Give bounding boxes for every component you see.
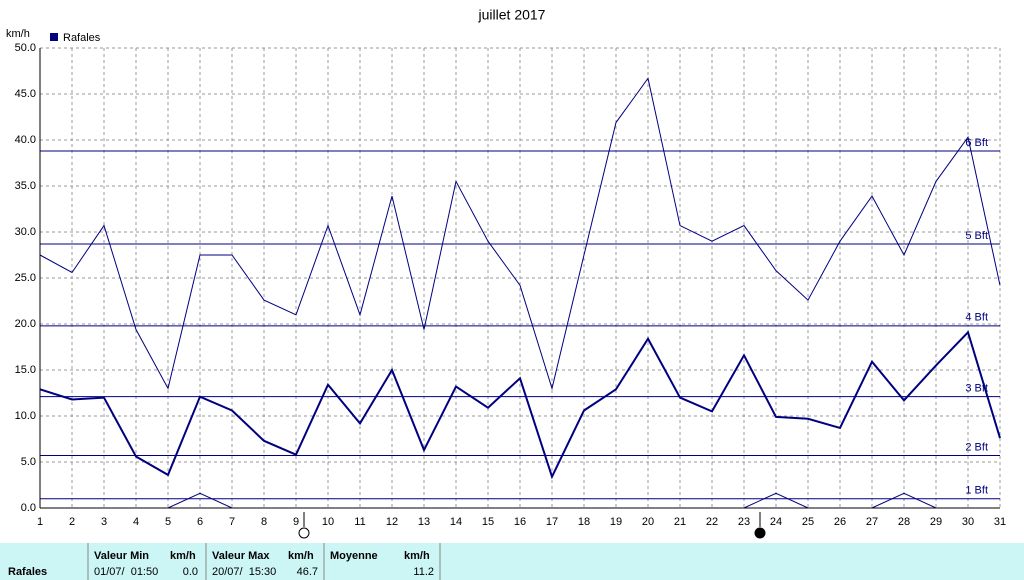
x-tick-label: 16 [514, 516, 526, 528]
reference-label: 6 Bft [965, 137, 988, 149]
x-tick-label: 28 [898, 516, 910, 528]
legend-swatch [50, 33, 58, 41]
x-tick-label: 22 [706, 516, 718, 528]
x-tick-label: 9 [293, 516, 299, 528]
stats-header: km/h [170, 550, 196, 562]
y-tick-label: 35.0 [15, 180, 36, 192]
x-tick-label: 10 [322, 516, 334, 528]
y-tick-label: 40.0 [15, 134, 36, 146]
y-tick-label: 10.0 [15, 410, 36, 422]
stats-header: km/h [288, 550, 314, 562]
x-tick-label: 3 [101, 516, 107, 528]
stats-row-label: Rafales [8, 566, 47, 578]
series-line [39, 330, 1001, 480]
stats-value: 0.0 [183, 566, 198, 578]
legend-label: Rafales [63, 32, 101, 44]
y-tick-label: 15.0 [15, 364, 36, 376]
x-tick-label: 17 [546, 516, 558, 528]
stats-value: 01/07/ 01:50 [94, 566, 158, 578]
x-tick-label: 25 [802, 516, 814, 528]
x-tick-label: 1 [37, 516, 43, 528]
reference-label: 2 Bft [965, 441, 988, 453]
y-tick-label: 25.0 [15, 272, 36, 284]
x-tick-label: 21 [674, 516, 686, 528]
reference-label: 5 Bft [965, 230, 988, 242]
x-tick-label: 8 [261, 516, 267, 528]
stats-header: Moyenne [330, 550, 378, 562]
x-tick-label: 7 [229, 516, 235, 528]
y-axis-label: km/h [6, 28, 30, 40]
x-tick-label: 2 [69, 516, 75, 528]
y-tick-label: 5.0 [21, 456, 36, 468]
x-tick-label: 26 [834, 516, 846, 528]
plot: 0.0 5.0 10.0 15.0 20.0 25.0 30.0 35.0 40.0 45.0 50… [15, 42, 1007, 528]
x-tick-label: 30 [962, 516, 974, 528]
y-tick-label: 45.0 [15, 88, 36, 100]
reference-label: 4 Bft [965, 312, 988, 324]
y-tick-label: 30.0 [15, 226, 36, 238]
x-tick-label: 29 [930, 516, 942, 528]
x-tick-label: 6 [197, 516, 203, 528]
x-tick-label: 20 [642, 516, 654, 528]
x-tick-label: 27 [866, 516, 878, 528]
chart-title: juillet 2017 [478, 7, 546, 23]
stats-value: 46.7 [297, 566, 318, 578]
x-tick-label: 12 [386, 516, 398, 528]
x-tick-label: 31 [994, 516, 1006, 528]
moon-icon [754, 527, 766, 539]
x-tick-label: 4 [133, 516, 139, 528]
y-tick-label: 50.0 [15, 42, 36, 54]
x-tick-label: 18 [578, 516, 590, 528]
stats-value: 20/07/ 15:30 [212, 566, 276, 578]
stats-value: 11.2 [413, 566, 434, 578]
x-tick-label: 13 [418, 516, 430, 528]
y-tick-label: 20.0 [15, 318, 36, 330]
x-tick-label: 19 [610, 516, 622, 528]
stats-header: km/h [404, 550, 430, 562]
x-tick-label: 24 [770, 516, 782, 528]
x-tick-label: 14 [450, 516, 462, 528]
y-tick-label: 0.0 [21, 502, 36, 514]
x-tick-label: 15 [482, 516, 494, 528]
stats-header: Valeur Max [212, 550, 270, 562]
reference-label: 3 Bft [965, 383, 988, 395]
x-tick-label: 23 [738, 516, 750, 528]
stats-panel [0, 543, 1024, 580]
moon-icon [298, 527, 310, 539]
stats-header: Valeur Min [94, 550, 149, 562]
x-tick-label: 5 [165, 516, 171, 528]
reference-label: 1 Bft [965, 485, 988, 497]
series-line [39, 77, 1001, 391]
x-tick-label: 11 [354, 516, 365, 528]
